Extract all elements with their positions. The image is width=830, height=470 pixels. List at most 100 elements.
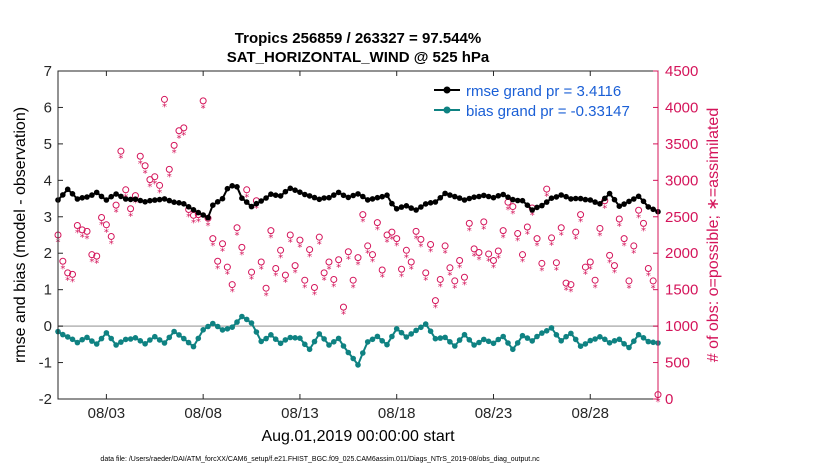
- obs-possible-marker: [412, 227, 420, 235]
- obs-assimilated-marker: *: [118, 154, 123, 165]
- rmse-point: [118, 193, 124, 200]
- y-axis-label-right: # of obs: o=possible; ∗=assimilated: [705, 108, 722, 362]
- obs-assimilated-marker: *: [89, 257, 94, 268]
- obs-assimilated-marker: *: [399, 272, 404, 283]
- obs-assimilated-marker: *: [433, 303, 438, 314]
- obs-assimilated-marker: *: [583, 270, 588, 281]
- rmse-point: [326, 194, 332, 201]
- obs-possible-marker: [199, 97, 207, 105]
- obs-assimilated-marker: *: [167, 172, 172, 183]
- bias-point: [631, 338, 637, 345]
- rmse-point: [485, 193, 492, 200]
- bias-point: [442, 334, 448, 341]
- obs-assimilated-marker: *: [568, 287, 573, 298]
- rmse-point: [205, 214, 211, 221]
- obs-assimilated-marker: *: [331, 282, 336, 293]
- obs-assimilated-marker: *: [302, 283, 307, 294]
- x-tick-label: 08/08: [184, 405, 222, 422]
- obs-assimilated-marker: *: [176, 133, 181, 144]
- rmse-point: [398, 204, 405, 210]
- rmse-point: [258, 198, 265, 204]
- obs-assimilated-marker: *: [114, 208, 119, 219]
- obs-possible-marker: [523, 223, 531, 231]
- rmse-point: [572, 195, 579, 202]
- obs-assimilated-marker: *: [651, 283, 656, 294]
- obs-assimilated-marker: *: [206, 221, 211, 232]
- obs-assimilated-marker: *: [65, 275, 70, 286]
- obs-assimilated-marker: *: [326, 265, 331, 276]
- bias-point: [234, 319, 240, 325]
- bias-point: [558, 338, 564, 344]
- obs-possible-marker: [165, 165, 173, 173]
- x-tick-label: 08/28: [571, 405, 609, 422]
- bias-point: [219, 327, 226, 333]
- bias-point: [84, 334, 90, 341]
- obs-possible-marker: [577, 211, 585, 219]
- obs-possible-marker: [180, 124, 188, 132]
- rmse-point: [147, 197, 153, 204]
- bias-point: [577, 343, 584, 350]
- y-tick-label: 6: [44, 99, 52, 116]
- rmse-point: [98, 193, 105, 200]
- rmse-point: [200, 212, 206, 218]
- obs-possible-marker: [315, 233, 323, 241]
- rmse-point: [277, 193, 284, 199]
- bias-point: [326, 342, 332, 348]
- obs-assimilated-marker: *: [409, 265, 414, 276]
- bias-point: [340, 343, 347, 349]
- obs-possible-marker: [107, 232, 115, 240]
- obs-assimilated-marker: *: [631, 248, 636, 259]
- legend-rmse-marker: [443, 86, 451, 94]
- rmse-point: [519, 197, 526, 204]
- obs-possible-marker: [388, 228, 396, 236]
- bias-point: [461, 331, 468, 338]
- obs-possible-marker: [117, 147, 125, 155]
- bias-point: [205, 323, 211, 330]
- obs-possible-marker: [127, 205, 135, 213]
- bias-point: [263, 335, 269, 342]
- rmse-point: [437, 195, 444, 201]
- obs-possible-marker: [649, 277, 657, 285]
- obs-possible-marker: [88, 251, 96, 259]
- obs-assimilated-marker: *: [220, 246, 225, 257]
- obs-possible-marker: [344, 248, 352, 256]
- y-axis-right: 0 500 1000 1500 2000 2500 3000 3500 4000 4500: [653, 63, 698, 408]
- bias-point: [471, 342, 477, 348]
- obs-assimilated-marker: *: [486, 257, 491, 268]
- bias-point: [650, 339, 656, 346]
- bias-point: [587, 337, 594, 344]
- bias-point: [147, 337, 153, 343]
- rmse-point: [84, 194, 90, 200]
- rmse-point: [650, 206, 656, 213]
- obs-possible-marker: [369, 251, 377, 259]
- rmse-point: [166, 197, 173, 204]
- bias-point: [190, 343, 197, 350]
- rmse-point: [190, 207, 197, 213]
- bias-point: [89, 338, 95, 344]
- bias-point: [243, 316, 250, 323]
- obs-assimilated-marker: *: [162, 102, 167, 113]
- obs-possible-marker: [436, 275, 444, 283]
- obs-possible-marker: [635, 206, 643, 214]
- bias-point: [572, 336, 579, 343]
- obs-assimilated-marker: *: [588, 265, 593, 276]
- obs-possible-marker: [548, 234, 556, 242]
- rmse-point: [413, 207, 419, 213]
- obs-possible-marker: [533, 235, 541, 243]
- obs-assimilated-marker: *: [472, 251, 477, 262]
- obs-possible-marker: [272, 265, 280, 273]
- obs-possible-marker: [330, 275, 338, 283]
- rmse-point: [432, 199, 439, 205]
- obs-assimilated-marker: *: [506, 205, 511, 216]
- bias-point: [287, 334, 294, 341]
- bias-point: [592, 336, 598, 342]
- y-right-tick-label: 500: [665, 355, 690, 372]
- obs-assimilated-marker: *: [515, 236, 520, 247]
- obs-possible-marker: [219, 240, 227, 248]
- y-right-tick-label: 4500: [665, 63, 698, 80]
- obs-possible-marker: [214, 257, 222, 265]
- obs-possible-marker: [470, 245, 478, 253]
- obs-assimilated-marker: *: [510, 209, 515, 220]
- rmse-point: [452, 193, 458, 200]
- obs-possible-marker: [625, 277, 633, 285]
